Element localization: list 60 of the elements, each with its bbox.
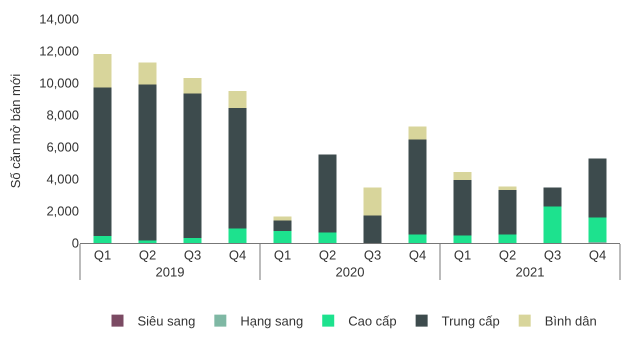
legend-label: Bình dân bbox=[544, 314, 597, 329]
y-tick-label: 6,000 bbox=[46, 140, 79, 155]
y-tick-label: 4,000 bbox=[46, 172, 79, 187]
y-tick-label: 10,000 bbox=[39, 76, 79, 91]
legend-label: Trung cấp bbox=[442, 314, 500, 329]
bar bbox=[454, 180, 472, 236]
bar bbox=[228, 91, 246, 108]
bar bbox=[94, 87, 112, 236]
bar bbox=[454, 236, 472, 243]
legend-label: Cao cấp bbox=[348, 314, 397, 329]
bar bbox=[588, 158, 606, 218]
x-tick-label: Q2 bbox=[498, 248, 516, 263]
x-tick-label: Q4 bbox=[588, 248, 606, 263]
bar bbox=[588, 218, 606, 242]
bar bbox=[364, 187, 382, 216]
x-tick-label: Q1 bbox=[274, 248, 292, 263]
bar bbox=[408, 139, 426, 235]
bar bbox=[274, 216, 292, 220]
bar bbox=[274, 231, 292, 243]
x-tick-label: Q4 bbox=[228, 248, 246, 263]
bar bbox=[498, 190, 516, 235]
bar bbox=[228, 228, 246, 243]
y-axis-title: Số căn mở bán mới bbox=[8, 74, 24, 188]
bar bbox=[184, 78, 202, 94]
bar bbox=[94, 54, 112, 88]
x-tick-label: Q4 bbox=[408, 248, 426, 263]
x-tick-label: Q3 bbox=[544, 248, 562, 263]
bar bbox=[544, 187, 562, 207]
bar bbox=[138, 62, 156, 85]
y-tick-label: 0 bbox=[72, 236, 79, 251]
y-tick-label: 8,000 bbox=[46, 108, 79, 123]
text: 2021 bbox=[516, 264, 544, 280]
bar bbox=[274, 220, 292, 232]
y-tick-label: 2,000 bbox=[46, 204, 79, 219]
text: 2020 bbox=[336, 264, 364, 280]
x-tick-label: Q2 bbox=[318, 248, 336, 263]
x-tick-label: Q3 bbox=[364, 248, 382, 263]
bar bbox=[94, 236, 112, 243]
bar bbox=[228, 108, 246, 229]
y-tick-label: 14,000 bbox=[39, 12, 79, 27]
bar bbox=[318, 232, 336, 243]
bar bbox=[498, 234, 516, 243]
bar bbox=[454, 172, 472, 180]
bar bbox=[318, 154, 336, 233]
text: 2019 bbox=[156, 264, 184, 280]
x-tick-label: Q3 bbox=[184, 248, 202, 263]
bar bbox=[408, 126, 426, 140]
bar bbox=[184, 94, 202, 238]
x-tick-label: Q1 bbox=[454, 248, 472, 263]
bar bbox=[184, 238, 202, 243]
legend-label: Siêu sang bbox=[138, 314, 196, 329]
bar bbox=[138, 84, 156, 241]
bar bbox=[408, 234, 426, 243]
x-tick-label: Q2 bbox=[138, 248, 156, 263]
bar bbox=[364, 215, 382, 243]
x-tick-label: Q1 bbox=[94, 248, 112, 263]
bar bbox=[498, 186, 516, 190]
y-tick-label: 12,000 bbox=[39, 44, 79, 59]
legend-label: Hạng sang bbox=[240, 314, 304, 329]
bar bbox=[544, 206, 562, 243]
